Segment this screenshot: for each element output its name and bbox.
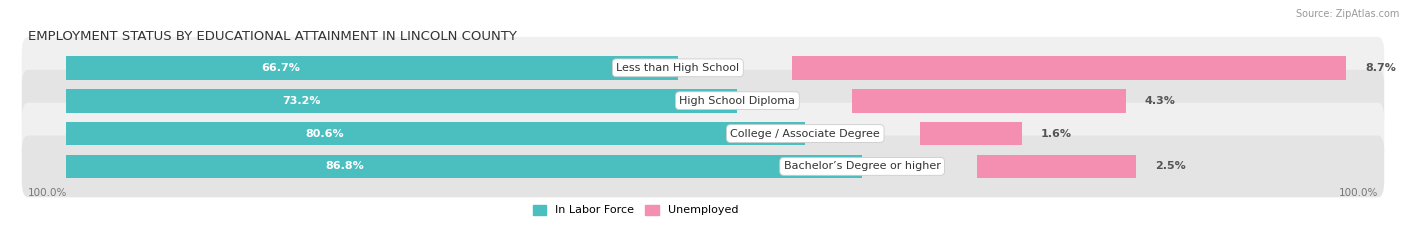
Text: 80.6%: 80.6% [305,129,344,139]
Text: 2.5%: 2.5% [1154,161,1185,171]
Bar [66,89,737,113]
FancyBboxPatch shape [21,37,1385,99]
Text: 100.0%: 100.0% [28,188,67,198]
Text: Source: ZipAtlas.com: Source: ZipAtlas.com [1295,9,1399,19]
Text: Less than High School: Less than High School [616,63,740,73]
Bar [920,122,1022,145]
Text: 100.0%: 100.0% [1339,188,1378,198]
Text: College / Associate Degree: College / Associate Degree [730,129,880,139]
Text: 1.6%: 1.6% [1040,129,1071,139]
Bar [977,154,1136,178]
Text: 4.3%: 4.3% [1144,96,1175,106]
Bar [852,89,1126,113]
FancyBboxPatch shape [21,70,1385,132]
Bar [793,56,1347,80]
Bar [66,154,862,178]
Bar [66,56,678,80]
FancyBboxPatch shape [21,136,1385,197]
Text: 8.7%: 8.7% [1365,63,1396,73]
Legend: In Labor Force, Unemployed: In Labor Force, Unemployed [529,200,742,220]
Text: 86.8%: 86.8% [325,161,364,171]
Text: 73.2%: 73.2% [283,96,321,106]
Text: 66.7%: 66.7% [262,63,299,73]
Text: Bachelor’s Degree or higher: Bachelor’s Degree or higher [783,161,941,171]
Bar [66,122,806,145]
Text: High School Diploma: High School Diploma [679,96,796,106]
Text: EMPLOYMENT STATUS BY EDUCATIONAL ATTAINMENT IN LINCOLN COUNTY: EMPLOYMENT STATUS BY EDUCATIONAL ATTAINM… [28,30,517,43]
FancyBboxPatch shape [21,103,1385,164]
